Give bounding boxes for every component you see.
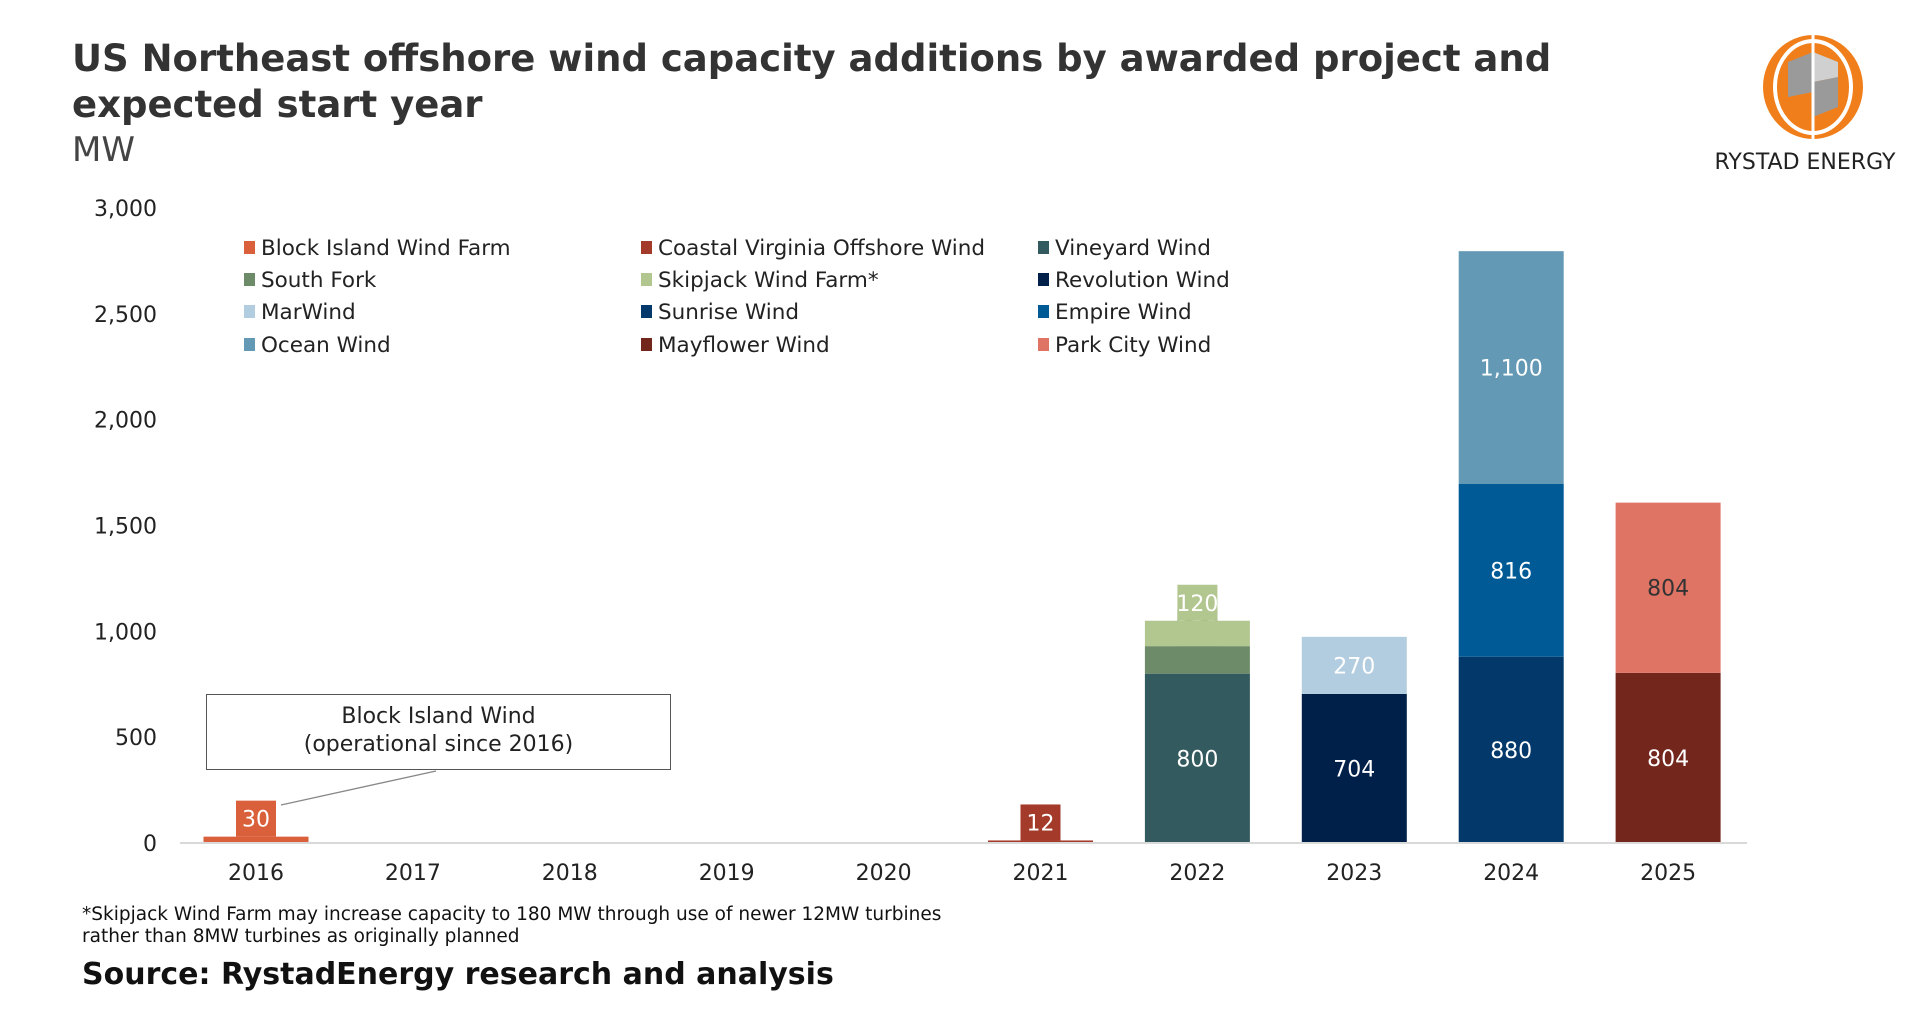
- legend-swatch: [244, 338, 255, 351]
- bar-segment: [1458, 656, 1564, 843]
- x-tick-label: 2022: [1169, 861, 1225, 886]
- x-tick-label: 2016: [228, 861, 284, 886]
- data-label: 1,100: [1480, 357, 1543, 382]
- data-label: 816: [1490, 559, 1532, 584]
- legend-label: Sunrise Wind: [658, 300, 799, 325]
- legend-swatch: [641, 273, 652, 286]
- annotation-box: Block Island Wind (operational since 201…: [206, 694, 671, 770]
- x-tick-label: 2019: [699, 861, 755, 886]
- y-tick-label: 1,500: [94, 515, 157, 540]
- x-tick-label: 2017: [385, 861, 441, 886]
- x-tick-label: 2025: [1640, 861, 1696, 886]
- data-label: 120: [1176, 592, 1218, 617]
- bar-segment: [1144, 673, 1250, 843]
- data-label-box: [1020, 804, 1061, 841]
- legend-swatch: [244, 305, 255, 318]
- y-tick-label: 0: [143, 832, 157, 857]
- data-label: 880: [1490, 739, 1532, 764]
- legend-swatch: [244, 273, 255, 286]
- bar-segment: [1301, 636, 1407, 694]
- y-tick-label: 1,000: [94, 620, 157, 645]
- rystad-energy-logo: [1763, 35, 1863, 139]
- bar-segment: [1458, 251, 1564, 485]
- data-label: 30: [242, 808, 270, 833]
- legend-label: South Fork: [261, 268, 377, 293]
- legend-label: Vineyard Wind: [1055, 236, 1211, 261]
- legend-label: Empire Wind: [1055, 300, 1192, 325]
- chart-title: US Northeast offshore wind capacity addi…: [72, 37, 1552, 126]
- bar-segment: [988, 840, 1093, 843]
- legend-swatch: [1038, 338, 1049, 351]
- data-label: 270: [1333, 654, 1375, 679]
- x-tick-label: 2023: [1326, 861, 1382, 886]
- legend-swatch: [1038, 305, 1049, 318]
- y-tick-label: 3,000: [94, 197, 157, 222]
- bar-segment: [1144, 646, 1250, 674]
- bar-segment: [1615, 502, 1721, 673]
- bar-segment: [203, 836, 309, 843]
- legend-label: MarWind: [261, 300, 356, 325]
- legend-swatch: [641, 338, 652, 351]
- legend-swatch: [244, 241, 255, 254]
- annotation-line1: Block Island Wind: [341, 704, 536, 729]
- legend-label: Park City Wind: [1055, 333, 1211, 358]
- x-tick-label: 2024: [1483, 861, 1539, 886]
- x-tick-label: 2021: [1013, 861, 1069, 886]
- data-label: 12: [1027, 811, 1055, 836]
- legend-label: Ocean Wind: [261, 333, 391, 358]
- data-label: 704: [1333, 757, 1375, 782]
- data-label-box: [236, 800, 276, 837]
- data-label-box: [1177, 584, 1218, 621]
- brand-name: RYSTAD ENERGY: [1714, 150, 1896, 175]
- legend-label: Coastal Virginia Offshore Wind: [658, 236, 985, 261]
- footnote: *Skipjack Wind Farm may increase capacit…: [82, 904, 941, 948]
- footnote-line2: rather than 8MW turbines as originally p…: [82, 926, 520, 947]
- source-note: Source: RystadEnergy research and analys…: [82, 957, 834, 992]
- y-tick-label: 500: [115, 726, 157, 751]
- legend-label: Block Island Wind Farm: [261, 236, 511, 261]
- bar-segment: [1144, 620, 1250, 647]
- legend-label: Skipjack Wind Farm*: [658, 268, 879, 293]
- legend-swatch: [1038, 241, 1049, 254]
- bar-segment: [1458, 484, 1564, 657]
- bar-segment: [1301, 693, 1407, 843]
- data-label: 804: [1647, 577, 1689, 602]
- legend-label: Mayflower Wind: [658, 333, 830, 358]
- legend-swatch: [641, 305, 652, 318]
- bar-segment: [1615, 672, 1721, 843]
- unit-label: MW: [72, 130, 135, 170]
- x-tick-label: 2020: [856, 861, 912, 886]
- annotation-leader-line: [280, 770, 437, 806]
- legend-swatch: [1038, 273, 1049, 286]
- data-label: 804: [1647, 747, 1689, 772]
- legend-swatch: [641, 241, 652, 254]
- data-label: 800: [1176, 747, 1218, 772]
- y-tick-label: 2,000: [94, 409, 157, 434]
- footnote-line1: *Skipjack Wind Farm may increase capacit…: [82, 904, 942, 925]
- x-tick-label: 2018: [542, 861, 598, 886]
- annotation-line2: (operational since 2016): [303, 732, 574, 757]
- legend-label: Revolution Wind: [1055, 268, 1230, 293]
- y-tick-label: 2,500: [94, 303, 157, 328]
